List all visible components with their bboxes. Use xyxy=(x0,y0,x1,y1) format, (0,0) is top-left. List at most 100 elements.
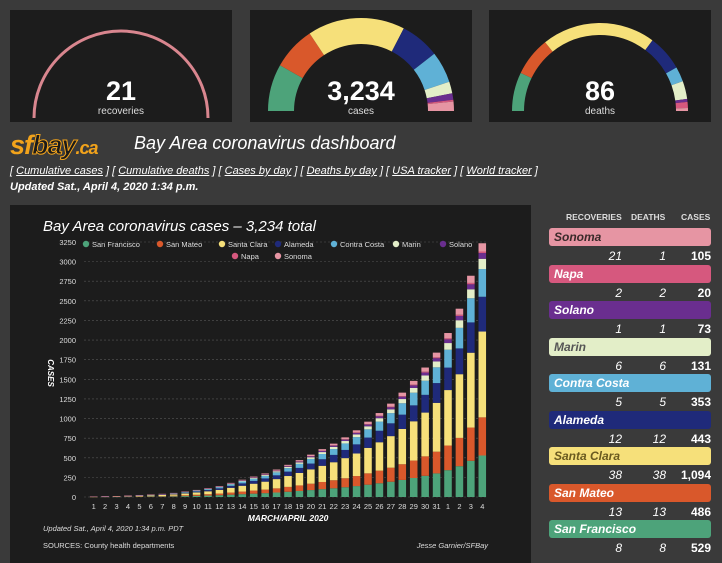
bar-segment[interactable] xyxy=(467,289,475,299)
bar-segment[interactable] xyxy=(387,406,395,408)
bar-segment[interactable] xyxy=(261,493,269,497)
bar-segment[interactable] xyxy=(249,480,258,484)
bar-segment[interactable] xyxy=(478,251,487,254)
bar-segment[interactable] xyxy=(318,459,327,466)
bar-segment[interactable] xyxy=(227,485,235,488)
bar-segment[interactable] xyxy=(272,469,281,471)
bar-segment[interactable] xyxy=(375,430,384,443)
bar-segment[interactable] xyxy=(307,483,315,491)
bar-segment[interactable] xyxy=(352,430,361,433)
bar-segment[interactable] xyxy=(147,495,155,497)
bar-segment[interactable] xyxy=(387,436,395,468)
bar-segment[interactable] xyxy=(455,320,464,328)
bar-segment[interactable] xyxy=(432,402,441,452)
bar-segment[interactable] xyxy=(432,367,441,384)
bar-segment[interactable] xyxy=(341,487,349,497)
bar-segment[interactable] xyxy=(284,491,292,497)
bar-segment[interactable] xyxy=(295,490,304,497)
bar-segment[interactable] xyxy=(181,495,189,497)
bar-segment[interactable] xyxy=(409,460,418,479)
bar-segment[interactable] xyxy=(181,492,189,493)
bar-segment[interactable] xyxy=(432,451,441,474)
bar-segment[interactable] xyxy=(467,275,475,283)
bar-segment[interactable] xyxy=(158,494,167,497)
bar-segment[interactable] xyxy=(467,298,475,323)
bar-segment[interactable] xyxy=(375,413,384,416)
bar-segment[interactable] xyxy=(421,412,429,457)
bar-segment[interactable] xyxy=(295,467,304,473)
bar-segment[interactable] xyxy=(295,460,304,462)
bar-segment[interactable] xyxy=(375,421,384,431)
bar-segment[interactable] xyxy=(238,491,247,495)
bar-segment[interactable] xyxy=(307,458,315,464)
bar-segment[interactable] xyxy=(352,434,361,438)
bar-segment[interactable] xyxy=(409,478,418,497)
bar-segment[interactable] xyxy=(421,475,429,497)
bar-segment[interactable] xyxy=(204,490,212,492)
bar-segment[interactable] xyxy=(318,452,327,455)
bar-segment[interactable] xyxy=(478,417,487,456)
bar-segment[interactable] xyxy=(227,492,235,495)
bar-segment[interactable] xyxy=(295,485,304,491)
bar-segment[interactable] xyxy=(238,483,247,486)
bar-segment[interactable] xyxy=(329,454,338,463)
bar-segment[interactable] xyxy=(135,495,144,497)
bar-segment[interactable] xyxy=(398,392,407,397)
bar-segment[interactable] xyxy=(204,494,212,496)
bar-segment[interactable] xyxy=(284,466,292,467)
bar-segment[interactable] xyxy=(478,296,487,332)
bar-segment[interactable] xyxy=(329,480,338,489)
bar-segment[interactable] xyxy=(444,445,452,471)
bar-segment[interactable] xyxy=(181,492,189,494)
bar-segment[interactable] xyxy=(352,453,361,477)
link-usa-tracker[interactable]: USA tracker xyxy=(392,165,452,177)
bar-segment[interactable] xyxy=(398,428,407,465)
bar-segment[interactable] xyxy=(455,374,464,438)
bar-segment[interactable] xyxy=(467,427,475,461)
bar-segment[interactable] xyxy=(238,479,247,481)
bar-segment[interactable] xyxy=(352,437,361,445)
bar-segment[interactable] xyxy=(421,372,429,376)
bar-segment[interactable] xyxy=(169,494,178,496)
bar-segment[interactable] xyxy=(307,463,315,470)
bar-segment[interactable] xyxy=(455,437,464,467)
bar-segment[interactable] xyxy=(444,390,452,446)
bar-segment[interactable] xyxy=(261,475,269,479)
bar-segment[interactable] xyxy=(261,474,269,475)
bar-segment[interactable] xyxy=(364,424,372,427)
bar-segment[interactable] xyxy=(341,478,349,488)
bar-segment[interactable] xyxy=(421,367,429,372)
bar-segment[interactable] xyxy=(238,485,247,492)
bar-segment[interactable] xyxy=(387,409,395,414)
bar-segment[interactable] xyxy=(341,441,349,444)
bar-segment[interactable] xyxy=(387,481,395,497)
bar-segment[interactable] xyxy=(341,439,349,442)
bar-segment[interactable] xyxy=(398,464,407,480)
bar-segment[interactable] xyxy=(444,367,452,391)
bar-segment[interactable] xyxy=(215,487,224,489)
bar-segment[interactable] xyxy=(375,483,384,497)
bar-segment[interactable] xyxy=(478,253,487,259)
bar-segment[interactable] xyxy=(409,421,418,461)
bar-segment[interactable] xyxy=(169,495,178,497)
bar-segment[interactable] xyxy=(409,405,418,422)
bar-segment[interactable] xyxy=(375,442,384,471)
bar-segment[interactable] xyxy=(432,383,441,403)
bar-segment[interactable] xyxy=(478,258,487,270)
bar-segment[interactable] xyxy=(318,489,327,497)
bar-segment[interactable] xyxy=(261,473,269,475)
bar-segment[interactable] xyxy=(238,481,247,484)
bar-segment[interactable] xyxy=(387,467,395,482)
bar-segment[interactable] xyxy=(444,333,452,339)
bar-segment[interactable] xyxy=(227,483,235,485)
bar-segment[interactable] xyxy=(455,466,464,497)
bar-segment[interactable] xyxy=(261,474,269,476)
bar-segment[interactable] xyxy=(432,358,441,362)
bar-segment[interactable] xyxy=(272,471,281,473)
bar-segment[interactable] xyxy=(341,449,349,459)
bar-segment[interactable] xyxy=(284,464,292,466)
bar-segment[interactable] xyxy=(272,479,281,489)
bar-segment[interactable] xyxy=(318,449,327,451)
bar-segment[interactable] xyxy=(455,308,464,315)
bar-segment[interactable] xyxy=(272,475,281,480)
